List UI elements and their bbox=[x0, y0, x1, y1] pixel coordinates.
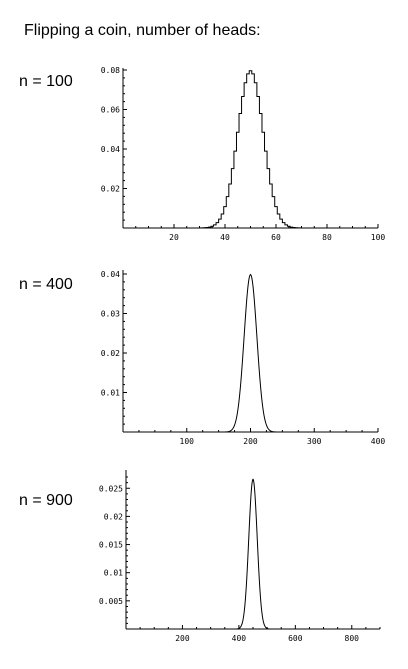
x-tick-label: 20 bbox=[169, 233, 179, 242]
distribution-curve bbox=[126, 478, 380, 630]
panel-label-n900: n = 900 bbox=[19, 492, 73, 509]
panel-label-n100: n = 100 bbox=[19, 73, 73, 90]
y-tick-label: 0.015 bbox=[99, 541, 123, 550]
y-tick-label: 0.01 bbox=[104, 569, 123, 578]
y-tick-label: 0.04 bbox=[101, 145, 120, 154]
y-tick-label: 0.08 bbox=[101, 66, 120, 75]
x-tick-label: 60 bbox=[271, 233, 281, 242]
x-tick-label: 800 bbox=[345, 634, 360, 643]
y-tick-label: 0.06 bbox=[101, 106, 120, 115]
x-tick-label: 200 bbox=[243, 437, 258, 446]
page-title: Flipping a coin, number of heads: bbox=[24, 22, 261, 39]
y-tick-label: 0.025 bbox=[99, 484, 123, 493]
y-tick-label: 0.01 bbox=[101, 389, 120, 398]
distribution-curve bbox=[123, 273, 378, 433]
x-tick-label: 400 bbox=[371, 437, 386, 446]
y-tick-label: 0.02 bbox=[101, 185, 120, 194]
x-tick-label: 600 bbox=[288, 634, 303, 643]
chart-panel-n100: 20 40 60 80 100 0.02 0.04 0.06 0.08 bbox=[101, 66, 386, 242]
chart-panel-n400: 100 200 300 400 0.01 0.02 0.03 0.04 bbox=[101, 270, 386, 446]
x-tick-label: 100 bbox=[180, 437, 195, 446]
x-tick-label: 40 bbox=[220, 233, 230, 242]
chart-panel-n900: 200 400 600 800 0.005 0.01 0.015 0.02 0.025 bbox=[99, 470, 381, 643]
x-tick-label: 200 bbox=[175, 634, 190, 643]
y-tick-label: 0.005 bbox=[99, 597, 123, 606]
distribution-curve bbox=[123, 70, 378, 229]
x-tick-label: 100 bbox=[371, 233, 386, 242]
y-tick-label: 0.02 bbox=[101, 349, 120, 358]
x-tick-label: 400 bbox=[232, 634, 247, 643]
y-tick-label: 0.04 bbox=[101, 270, 120, 279]
y-tick-label: 0.03 bbox=[101, 310, 120, 319]
panel-label-n400: n = 400 bbox=[19, 276, 73, 293]
x-tick-label: 300 bbox=[307, 437, 322, 446]
y-tick-label: 0.02 bbox=[104, 512, 123, 521]
x-tick-label: 80 bbox=[322, 233, 332, 242]
